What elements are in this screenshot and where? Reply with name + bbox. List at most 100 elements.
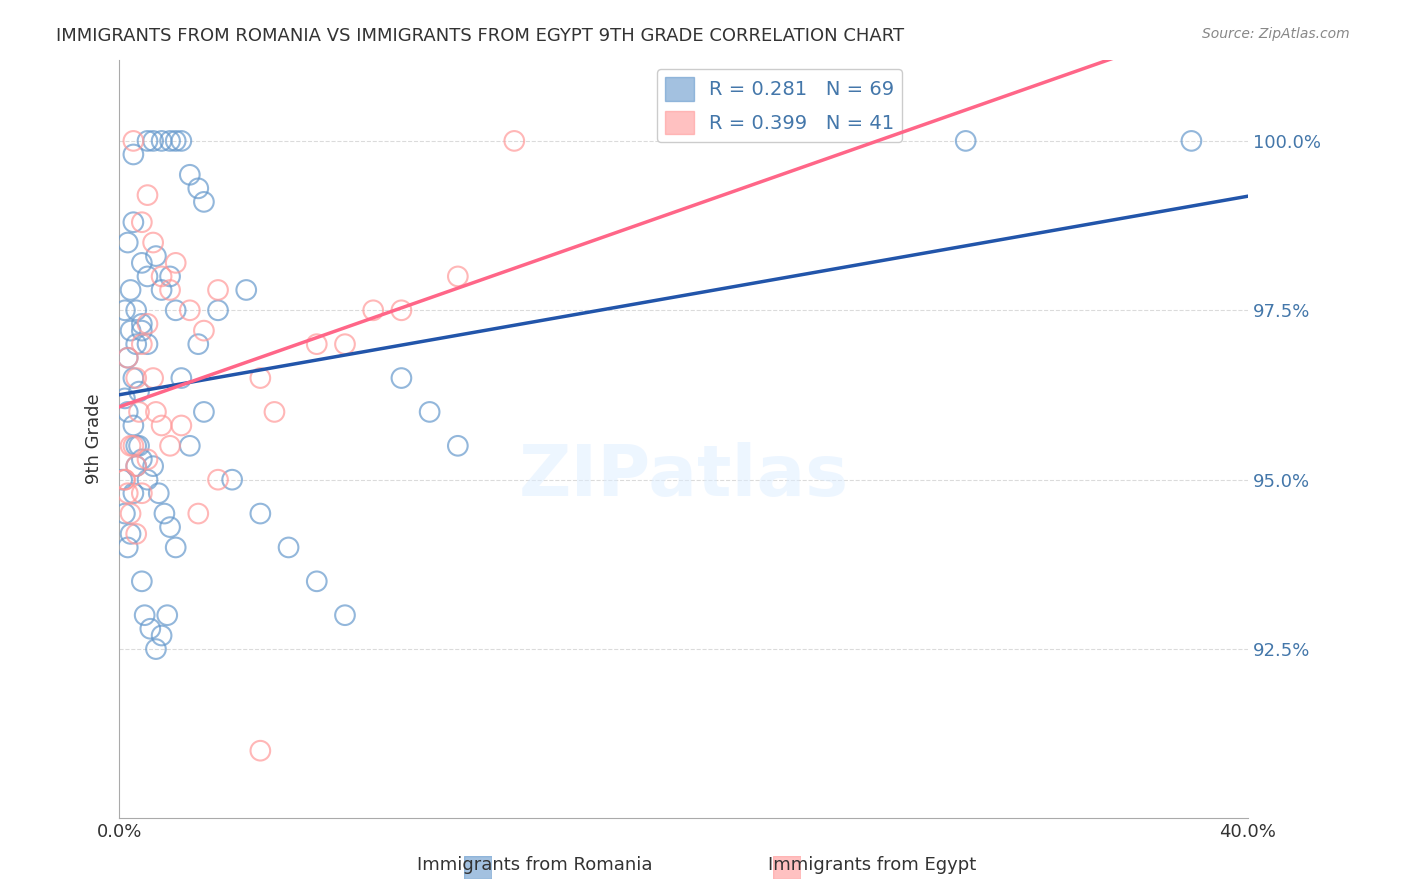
Point	[150, 269, 173, 284]
Point	[136, 317, 159, 331]
Point	[145, 642, 167, 657]
Point	[145, 405, 167, 419]
Point	[117, 405, 139, 419]
Text: ZIPatlas: ZIPatlas	[519, 442, 849, 511]
Point	[122, 439, 145, 453]
Point	[165, 303, 187, 318]
Point	[114, 507, 136, 521]
Point	[122, 418, 145, 433]
Point	[159, 520, 181, 534]
Point	[136, 473, 159, 487]
Text: Immigrants from Egypt: Immigrants from Egypt	[768, 856, 976, 874]
Point	[503, 134, 526, 148]
Point	[117, 541, 139, 555]
Point	[131, 574, 153, 589]
Point	[136, 337, 159, 351]
Y-axis label: 9th Grade: 9th Grade	[86, 393, 103, 484]
Text: IMMIGRANTS FROM ROMANIA VS IMMIGRANTS FROM EGYPT 9TH GRADE CORRELATION CHART: IMMIGRANTS FROM ROMANIA VS IMMIGRANTS FR…	[56, 27, 904, 45]
Point	[136, 269, 159, 284]
Point	[1180, 134, 1202, 148]
Point	[128, 384, 150, 399]
Point	[111, 473, 134, 487]
Point	[125, 371, 148, 385]
Point	[150, 134, 173, 148]
Point	[207, 473, 229, 487]
Point	[150, 628, 173, 642]
Point	[156, 608, 179, 623]
Point	[125, 439, 148, 453]
Point	[145, 249, 167, 263]
Point	[131, 337, 153, 351]
Point	[114, 303, 136, 318]
Point	[125, 527, 148, 541]
Point	[122, 371, 145, 385]
Point	[150, 418, 173, 433]
Point	[142, 235, 165, 250]
Point	[165, 541, 187, 555]
Point	[333, 337, 356, 351]
Point	[150, 283, 173, 297]
Point	[235, 283, 257, 297]
Point	[117, 351, 139, 365]
Point	[207, 283, 229, 297]
Point	[148, 486, 170, 500]
Point	[249, 744, 271, 758]
Point	[179, 439, 201, 453]
Point	[142, 371, 165, 385]
Point	[131, 215, 153, 229]
Point	[305, 337, 328, 351]
Point	[120, 283, 142, 297]
Point	[125, 459, 148, 474]
Point	[114, 473, 136, 487]
Point	[128, 439, 150, 453]
Point	[131, 486, 153, 500]
Point	[125, 303, 148, 318]
Point	[122, 134, 145, 148]
Point	[159, 439, 181, 453]
Point	[249, 371, 271, 385]
Point	[153, 507, 176, 521]
Point	[136, 452, 159, 467]
Point	[187, 337, 209, 351]
Point	[170, 371, 193, 385]
Point	[170, 418, 193, 433]
Point	[263, 405, 285, 419]
Point	[142, 459, 165, 474]
Point	[120, 527, 142, 541]
Point	[193, 194, 215, 209]
Point	[139, 622, 162, 636]
Point	[117, 351, 139, 365]
Point	[179, 303, 201, 318]
Point	[391, 371, 413, 385]
Point	[277, 541, 299, 555]
Point	[179, 168, 201, 182]
Point	[249, 507, 271, 521]
Point	[447, 269, 470, 284]
Point	[122, 486, 145, 500]
Point	[131, 317, 153, 331]
Point	[361, 303, 384, 318]
Point	[221, 473, 243, 487]
Point	[187, 507, 209, 521]
Point	[120, 439, 142, 453]
Point	[159, 134, 181, 148]
Point	[207, 303, 229, 318]
Text: Immigrants from Romania: Immigrants from Romania	[416, 856, 652, 874]
Point	[128, 405, 150, 419]
Point	[142, 134, 165, 148]
Point	[134, 608, 156, 623]
Point	[165, 256, 187, 270]
Point	[447, 439, 470, 453]
Point	[117, 486, 139, 500]
Point	[125, 337, 148, 351]
Point	[193, 405, 215, 419]
Point	[125, 459, 148, 474]
Point	[131, 324, 153, 338]
Point	[131, 452, 153, 467]
Point	[305, 574, 328, 589]
Legend: R = 0.281   N = 69, R = 0.399   N = 41: R = 0.281 N = 69, R = 0.399 N = 41	[657, 70, 903, 142]
Point	[170, 134, 193, 148]
Point	[955, 134, 977, 148]
Point	[114, 473, 136, 487]
Point	[333, 608, 356, 623]
